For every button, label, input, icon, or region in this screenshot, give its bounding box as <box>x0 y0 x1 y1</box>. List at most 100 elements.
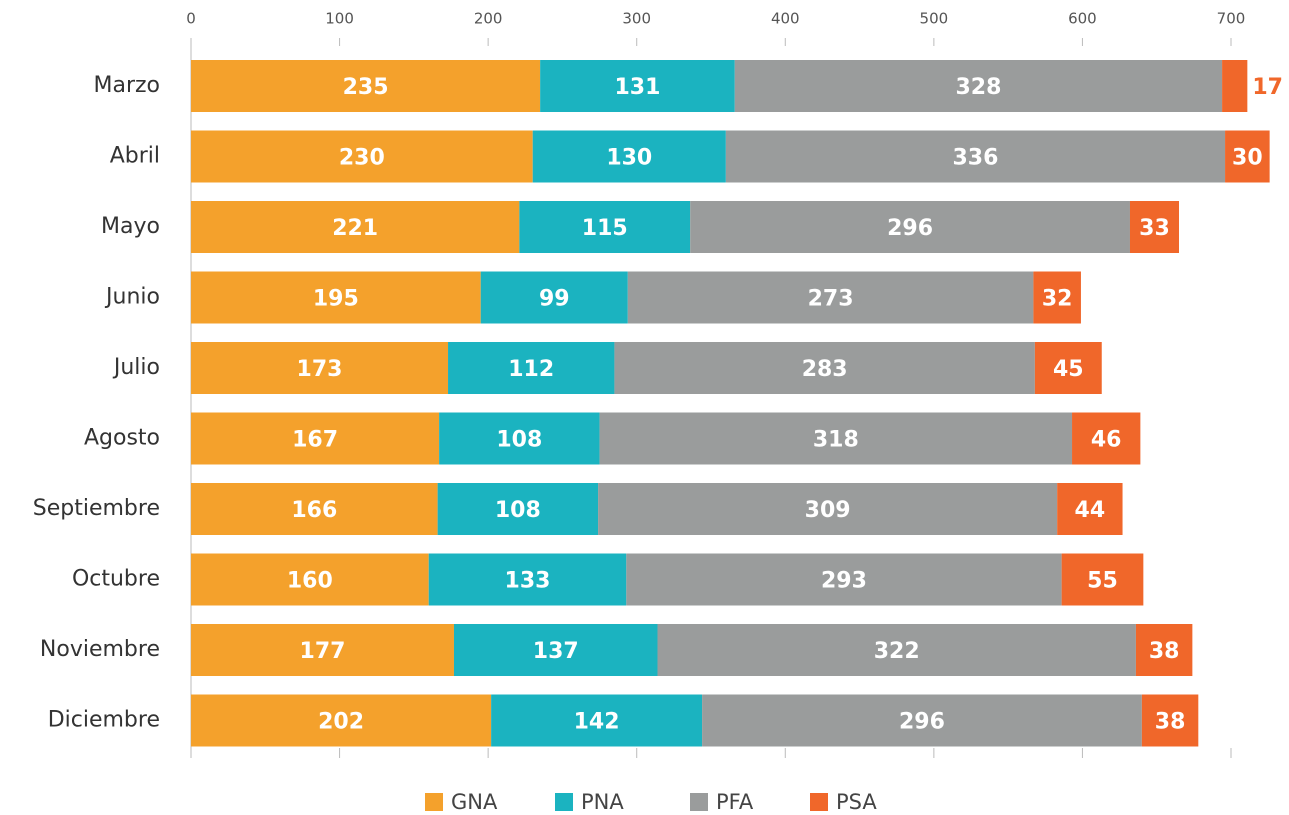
y-tick-label: Julio <box>112 355 160 380</box>
bar <box>1033 271 1081 324</box>
bar <box>191 130 533 183</box>
bar <box>1061 553 1144 606</box>
data-label: 173 <box>297 357 343 382</box>
bar <box>191 60 541 112</box>
bar <box>1141 694 1199 747</box>
bar <box>480 271 628 324</box>
bar <box>1225 130 1270 183</box>
data-label: 202 <box>318 710 364 735</box>
data-label: 318 <box>813 428 859 453</box>
x-tick-label: 300 <box>622 10 651 28</box>
data-label: 108 <box>495 498 541 523</box>
data-label: 17 <box>1252 75 1283 100</box>
data-label: 293 <box>821 569 867 594</box>
data-label: 296 <box>887 216 933 241</box>
bar <box>191 342 449 394</box>
x-tick-label: 400 <box>771 10 800 28</box>
data-label: 221 <box>332 216 378 241</box>
data-label: 309 <box>805 498 851 523</box>
data-label: 115 <box>582 216 628 241</box>
legend-label: PNA <box>581 790 624 814</box>
legend-label: PSA <box>836 790 877 814</box>
bar <box>1072 412 1141 465</box>
bar <box>1129 201 1179 253</box>
bar <box>657 624 1136 676</box>
x-tick-label: 700 <box>1217 10 1246 28</box>
bar <box>702 694 1142 747</box>
bar <box>614 342 1035 394</box>
bar <box>626 553 1062 606</box>
y-tick-label: Abril <box>110 144 160 169</box>
data-label: 235 <box>343 75 389 100</box>
bar <box>627 271 1034 324</box>
data-label: 142 <box>574 710 620 735</box>
data-label: 112 <box>508 357 554 382</box>
bar <box>428 553 627 606</box>
data-label: 230 <box>339 146 385 171</box>
bar <box>1135 624 1193 676</box>
bar <box>191 412 440 465</box>
bar <box>191 624 454 676</box>
data-label: 296 <box>899 710 945 735</box>
bar <box>453 624 658 676</box>
data-label: 167 <box>292 428 338 453</box>
data-label: 33 <box>1139 216 1170 241</box>
y-tick-label: Noviembre <box>40 637 160 662</box>
bar <box>540 60 735 112</box>
data-label: 283 <box>802 357 848 382</box>
x-tick-label: 0 <box>186 10 196 28</box>
data-label: 130 <box>606 146 652 171</box>
data-label: 45 <box>1053 357 1084 382</box>
data-label: 99 <box>539 287 570 312</box>
bar <box>1222 60 1248 112</box>
data-label: 195 <box>313 287 359 312</box>
data-label: 322 <box>874 639 920 664</box>
data-label: 166 <box>291 498 337 523</box>
data-label: 108 <box>496 428 542 453</box>
y-tick-label: Agosto <box>84 426 160 451</box>
data-label: 336 <box>952 146 998 171</box>
x-tick-label: 100 <box>325 10 354 28</box>
data-label: 273 <box>808 287 854 312</box>
data-label: 55 <box>1087 569 1118 594</box>
legend-swatch <box>690 793 708 811</box>
data-label: 44 <box>1075 498 1106 523</box>
legend-swatch <box>555 793 573 811</box>
data-label: 177 <box>300 639 346 664</box>
data-label: 30 <box>1232 146 1263 171</box>
data-label: 160 <box>287 569 333 594</box>
bar <box>1034 342 1102 394</box>
data-label: 32 <box>1042 287 1073 312</box>
y-tick-label: Octubre <box>72 567 160 592</box>
bar <box>191 694 492 747</box>
y-tick-label: Septiembre <box>33 496 160 521</box>
legend-label: PFA <box>716 790 754 814</box>
bar <box>191 483 438 535</box>
bar <box>437 483 599 535</box>
bar <box>519 201 691 253</box>
x-tick-label: 200 <box>474 10 503 28</box>
legend-swatch <box>425 793 443 811</box>
legend-swatch <box>810 793 828 811</box>
bar <box>191 271 481 324</box>
bar <box>439 412 600 465</box>
data-label: 328 <box>955 75 1001 100</box>
bar <box>598 483 1058 535</box>
legend-label: GNA <box>451 790 498 814</box>
bar <box>191 201 520 253</box>
y-tick-label: Junio <box>104 285 160 310</box>
bar <box>734 60 1223 112</box>
data-label: 131 <box>614 75 660 100</box>
bar <box>690 201 1130 253</box>
bar <box>1057 483 1123 535</box>
y-tick-label: Diciembre <box>48 708 160 733</box>
x-tick-label: 600 <box>1068 10 1097 28</box>
data-label: 38 <box>1149 639 1180 664</box>
y-tick-label: Mayo <box>101 214 160 239</box>
bar <box>532 130 726 183</box>
y-tick-label: Marzo <box>93 73 160 98</box>
data-label: 38 <box>1155 710 1186 735</box>
bar <box>448 342 615 394</box>
bar <box>725 130 1226 183</box>
